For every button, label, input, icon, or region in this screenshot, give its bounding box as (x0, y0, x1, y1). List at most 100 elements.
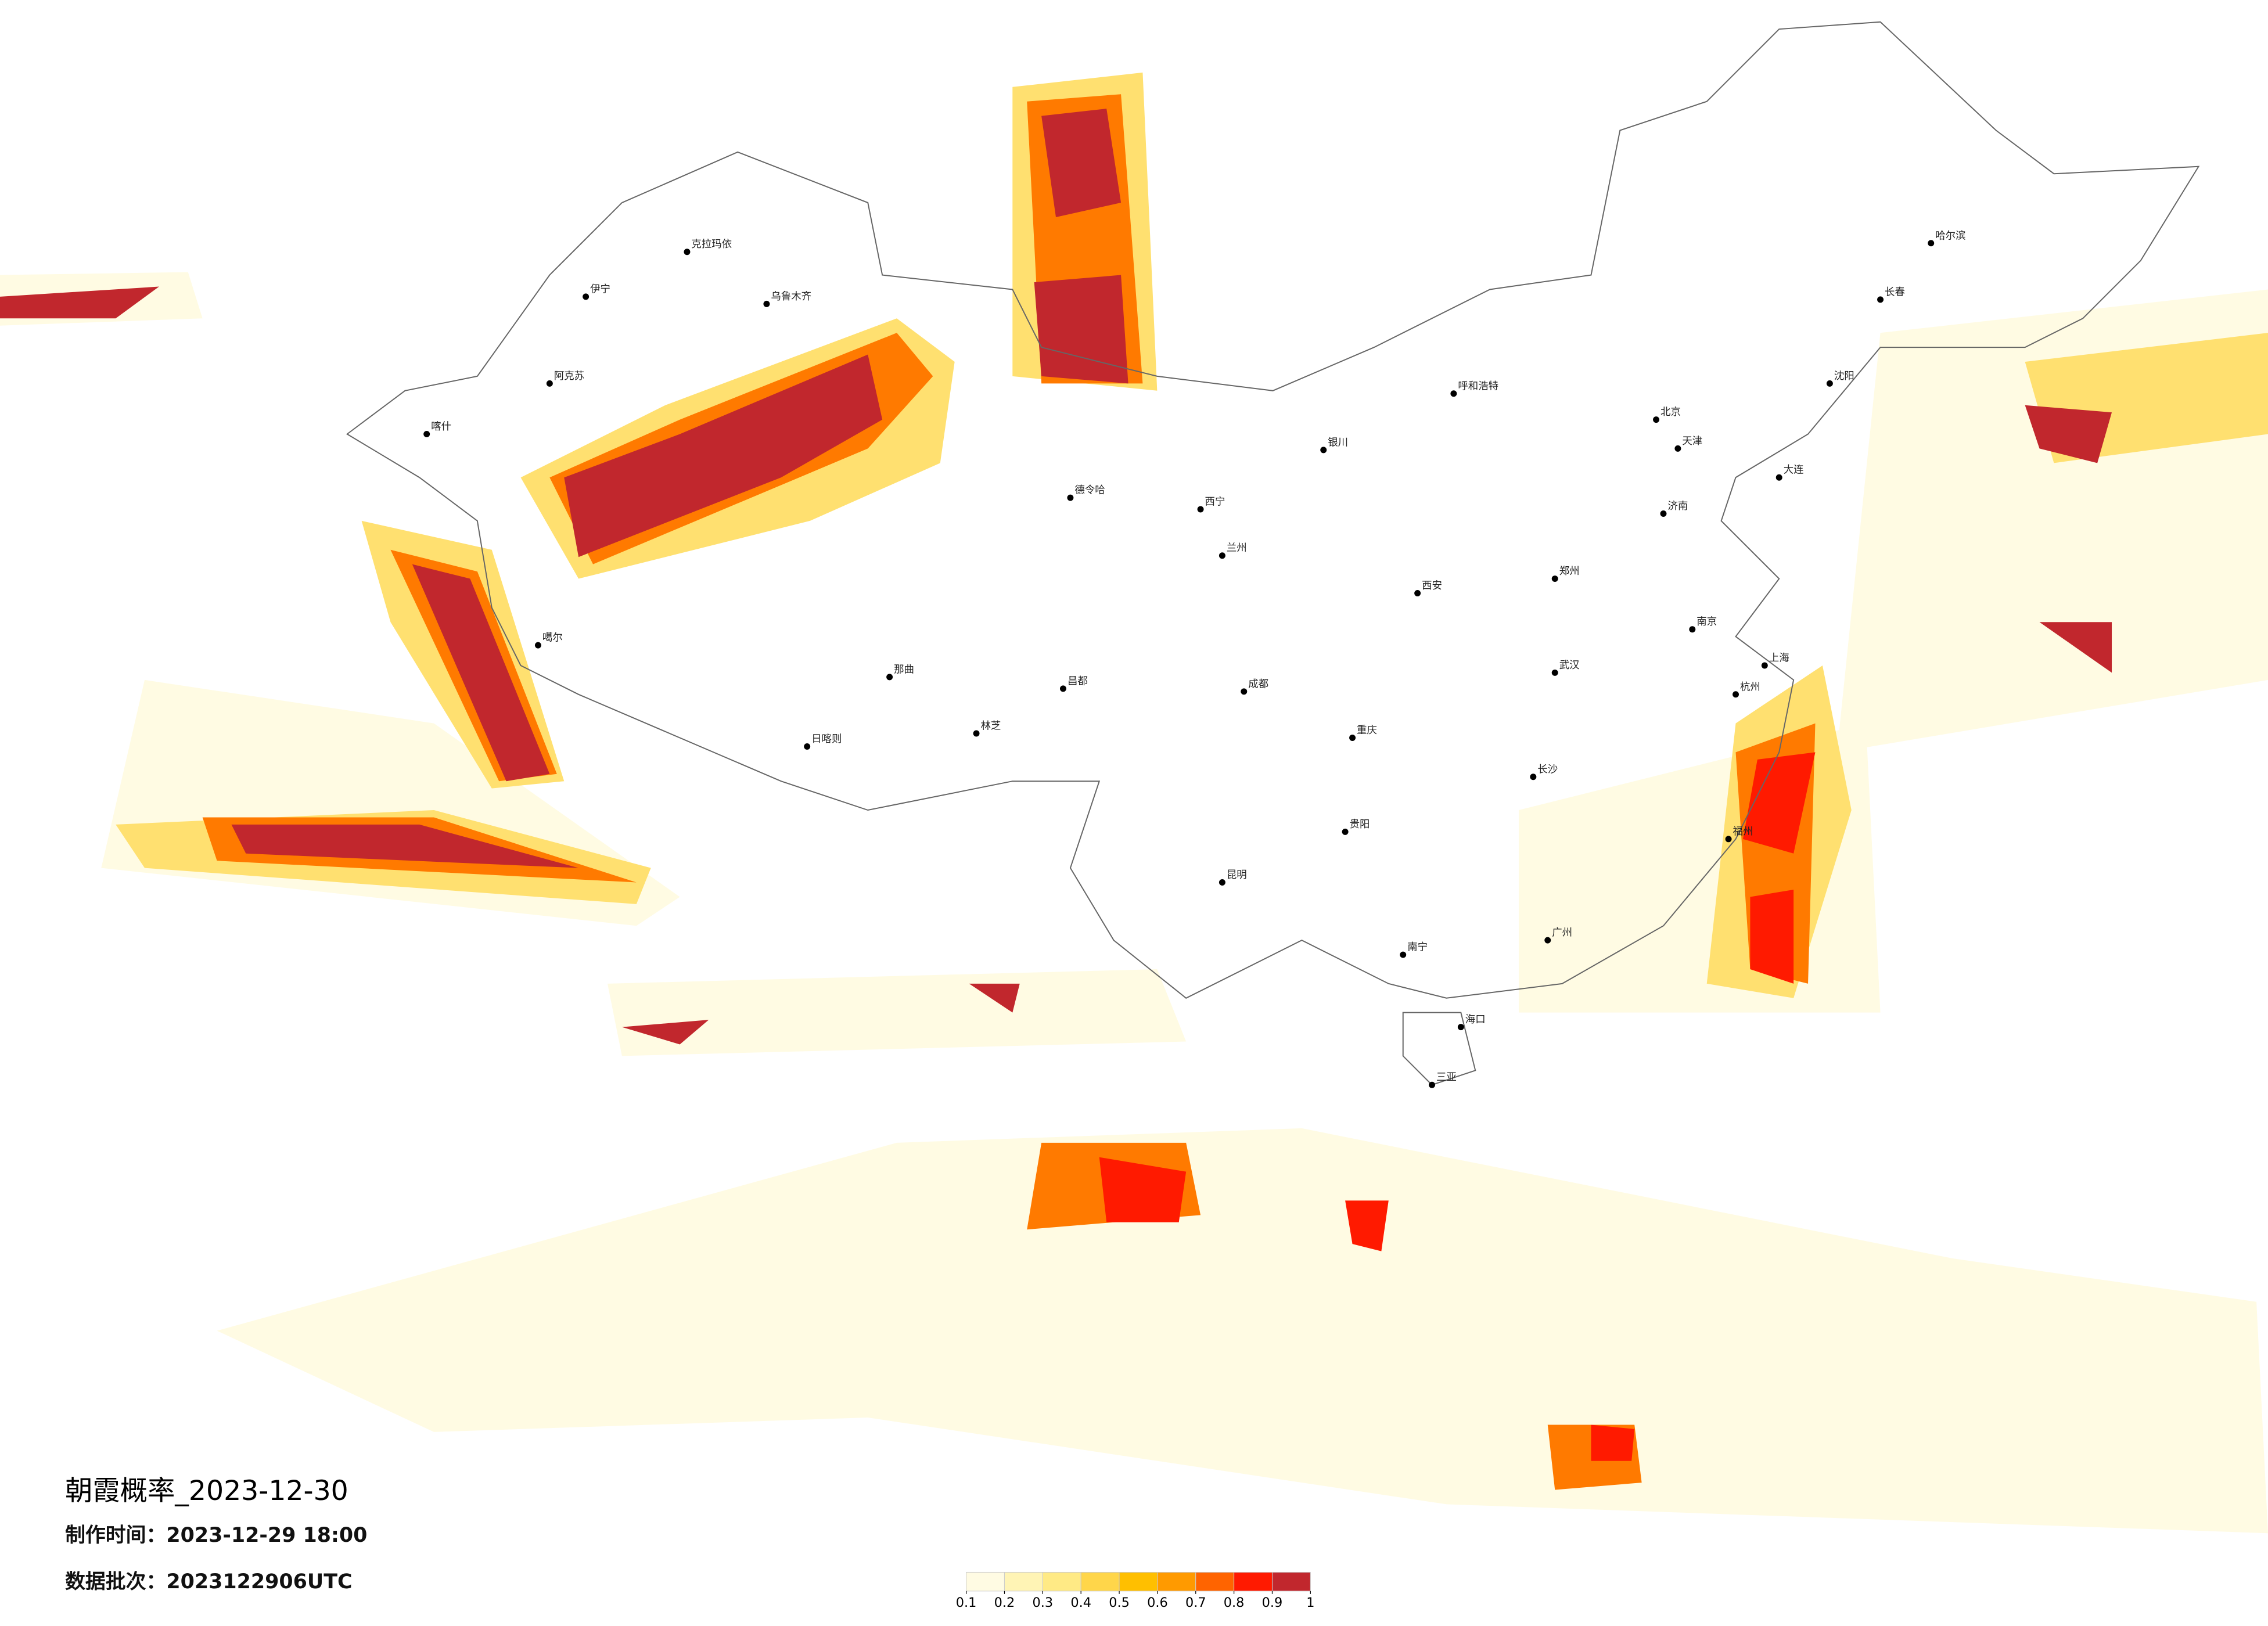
city-label: 武汉 (1559, 660, 1580, 671)
colorbar-tick-label: 0.6 (1147, 1595, 1168, 1610)
city-dot (1067, 494, 1074, 501)
city-dot (1414, 589, 1421, 596)
colorbar-tick-label: 0.2 (994, 1595, 1015, 1610)
colorbar-tick-label: 0.3 (1033, 1595, 1054, 1610)
city-label: 那曲 (894, 664, 914, 675)
city-label: 西安 (1422, 580, 1442, 592)
city-dot (973, 730, 980, 737)
city-label: 哈尔滨 (1935, 230, 1965, 242)
city-label: 呼和浩特 (1458, 380, 1498, 392)
city-dot (1551, 575, 1558, 582)
city-label: 南京 (1696, 616, 1717, 628)
field-pale (0, 272, 2268, 1534)
city-dot (1877, 296, 1884, 303)
city-dot (1761, 662, 1768, 669)
colorbar-swatch (1119, 1571, 1158, 1592)
city-label: 喀什 (431, 421, 451, 433)
city-dot (1928, 240, 1935, 247)
city-dot (1660, 510, 1667, 517)
city-dot (1544, 937, 1551, 944)
colorbar-swatch (1271, 1571, 1311, 1592)
colorbar-tick-label: 0.5 (1109, 1595, 1130, 1610)
city-dot (1241, 688, 1248, 695)
city-dot (1775, 474, 1782, 481)
city-label: 昌都 (1067, 675, 1088, 687)
city-dot (1342, 828, 1349, 835)
city-dot (1429, 1081, 1436, 1088)
colorbar-swatch (966, 1571, 1005, 1592)
city-label: 贵阳 (1350, 819, 1370, 830)
city-dot (1219, 879, 1225, 886)
city-label: 德令哈 (1074, 485, 1105, 497)
city-dot (1733, 691, 1739, 698)
country-outline (346, 21, 2200, 1086)
issued-time: 制作时间：2023-12-29 18:00 (65, 1524, 367, 1547)
city-dot (1450, 390, 1457, 397)
city-label: 三亚 (1436, 1072, 1457, 1084)
colorbar-swatch (1042, 1571, 1081, 1592)
city-label: 福州 (1733, 826, 1753, 837)
city-label: 兰州 (1227, 542, 1247, 554)
probability-field (0, 72, 2268, 1534)
city-label: 郑州 (1559, 566, 1580, 577)
city-dot (886, 674, 893, 681)
city-label: 重庆 (1357, 725, 1377, 736)
city-dot (1674, 445, 1681, 452)
city-dot (804, 743, 811, 750)
city-dot (1400, 951, 1407, 958)
city-label: 天津 (1682, 436, 1702, 447)
city-dot (763, 300, 770, 307)
field-red (0, 109, 2112, 1045)
city-label: 伊宁 (590, 283, 610, 295)
city-label: 成都 (1248, 678, 1268, 690)
colorbar-swatch (1004, 1571, 1043, 1592)
city-dot (1349, 735, 1356, 741)
colorbar-swatch (1234, 1571, 1273, 1592)
city-dot (583, 293, 590, 300)
city-label: 广州 (1552, 927, 1572, 939)
city-label: 西宁 (1205, 497, 1225, 508)
city-label: 银川 (1328, 437, 1348, 448)
city-dot (1725, 836, 1732, 843)
city-label: 长春 (1885, 286, 1905, 298)
city-label: 海口 (1465, 1014, 1486, 1026)
colorbar-swatch (1157, 1571, 1196, 1592)
colorbar-swatch (1195, 1571, 1235, 1592)
city-dot (534, 642, 541, 649)
city-dot (1457, 1024, 1464, 1031)
colorbar-tick-label: 0.9 (1262, 1595, 1283, 1610)
caption: 朝霞概率_2023-12-30 制作时间：2023-12-29 18:00 数据… (65, 1475, 367, 1593)
city-label: 克拉玛依 (691, 239, 732, 250)
city-label: 济南 (1667, 501, 1688, 512)
city-dot (1320, 447, 1327, 454)
city-dot (1653, 416, 1660, 423)
city-label: 阿克苏 (554, 370, 584, 382)
city-dot (684, 249, 691, 256)
city-label: 噶尔 (542, 632, 563, 644)
city-dot (1826, 380, 1833, 387)
city-dot (1689, 626, 1696, 633)
colorbar-tick-label: 0.8 (1224, 1595, 1245, 1610)
city-label: 昆明 (1227, 869, 1247, 881)
city-label: 长沙 (1537, 764, 1558, 775)
city-label: 北京 (1660, 406, 1681, 418)
colorbar-tick-label: 0.1 (956, 1595, 977, 1610)
city-dot (1219, 552, 1225, 559)
city-dot (1059, 685, 1066, 692)
colorbar-tick-label: 0.4 (1070, 1595, 1091, 1610)
colorbar: 0.1 0.2 0.3 0.4 0.5 0.6 0.7 0.8 0.9 1 (956, 1571, 1314, 1610)
data-batch: 数据批次：2023122906UTC (65, 1570, 353, 1593)
colorbar-tick-label: 0.7 (1185, 1595, 1206, 1610)
city-label: 大连 (1784, 465, 1804, 476)
city-label: 日喀则 (811, 733, 842, 745)
city-dot (1530, 774, 1537, 780)
city-dot (423, 431, 430, 437)
map-title: 朝霞概率_2023-12-30 (65, 1475, 348, 1507)
city-dot (546, 380, 553, 387)
city-label: 沈阳 (1834, 370, 1854, 382)
colorbar-tick-label: 1 (1306, 1595, 1314, 1610)
city-dot (1551, 669, 1558, 676)
